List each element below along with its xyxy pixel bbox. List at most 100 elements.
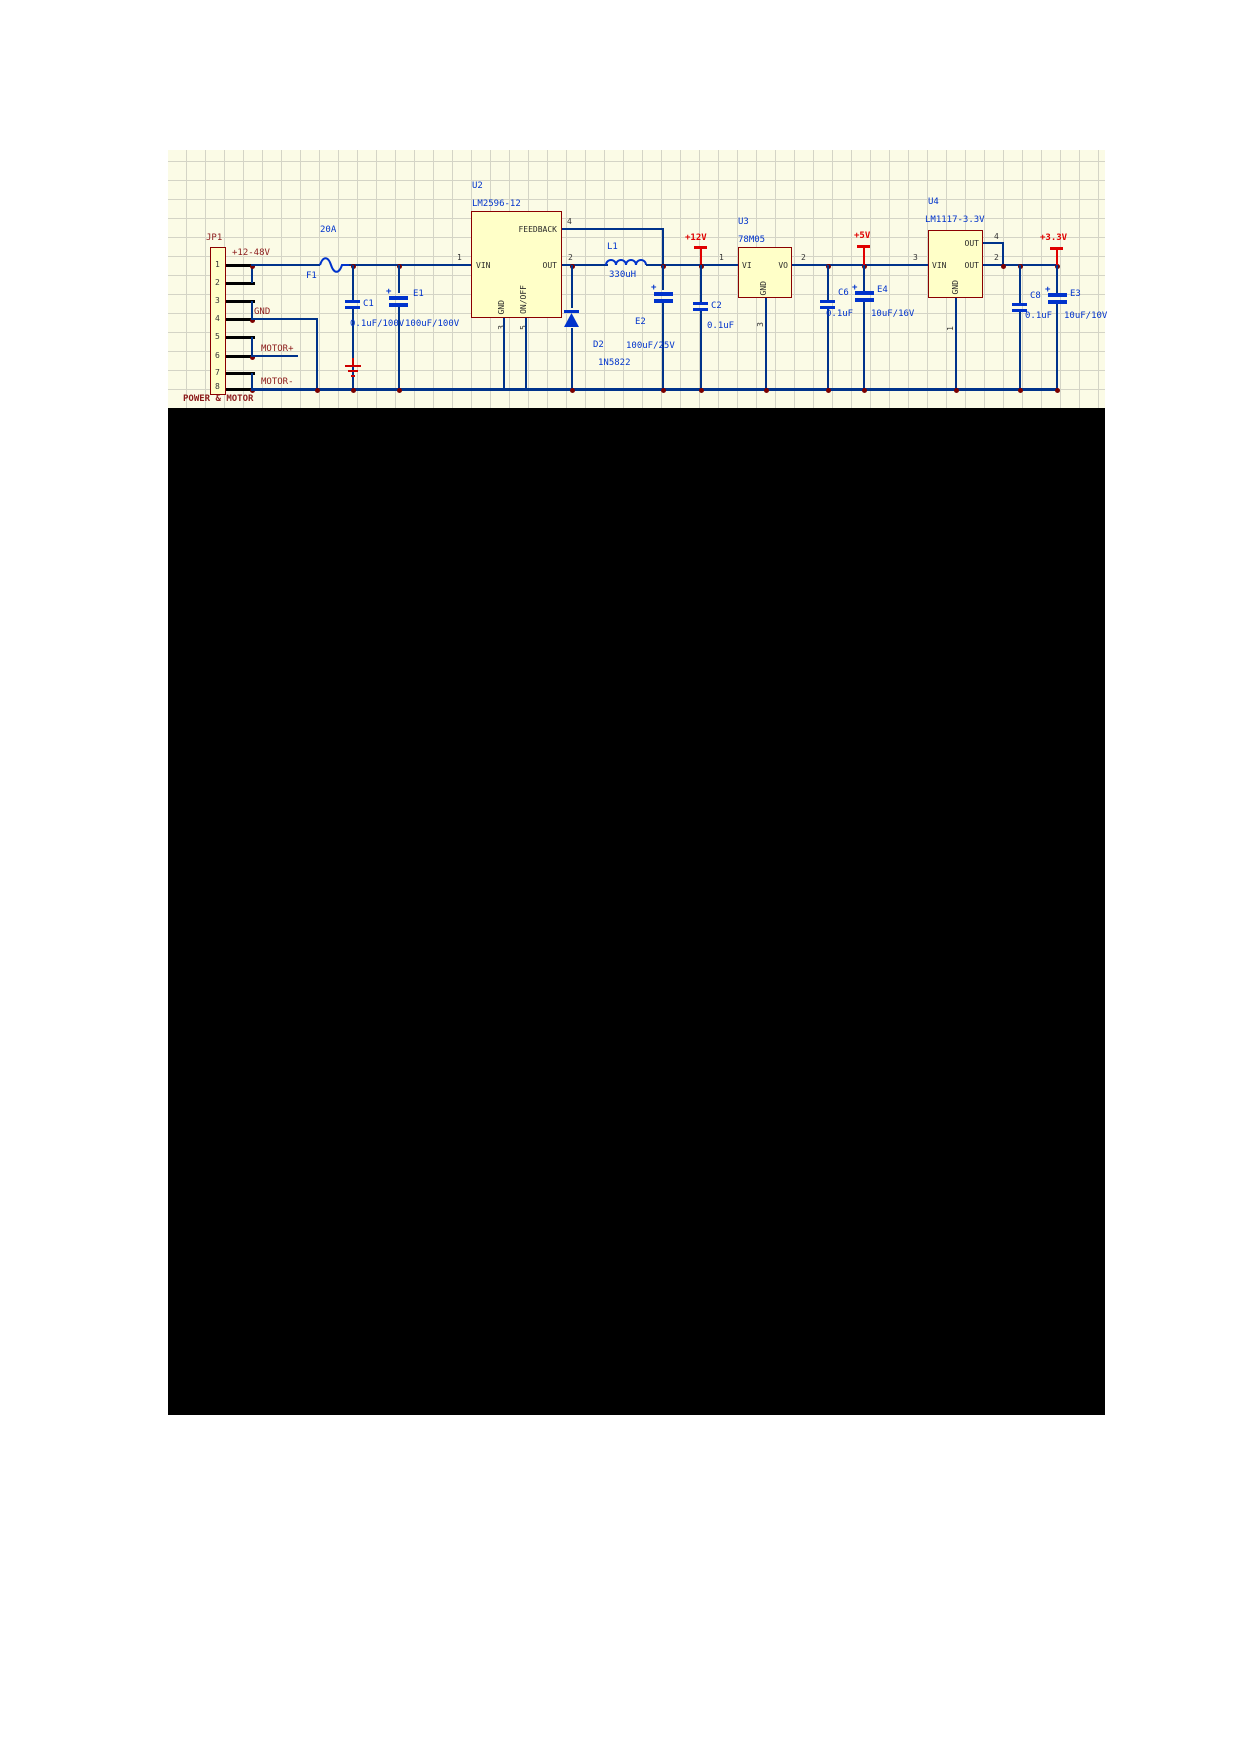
capacitor-value: 0.1uF bbox=[1025, 311, 1053, 321]
pin-number: 1 bbox=[457, 253, 462, 262]
black-image-region bbox=[168, 408, 1105, 1415]
pin-number: 4 bbox=[994, 232, 999, 241]
junction-dot bbox=[661, 388, 666, 393]
pin-stub bbox=[226, 300, 255, 303]
capacitor-value: 100uF/100V bbox=[405, 319, 460, 329]
junction-dot bbox=[1018, 388, 1023, 393]
power-stub bbox=[700, 248, 702, 265]
capacitor-value: 0.1uF bbox=[826, 309, 854, 319]
electrolytic-capacitor-icon bbox=[855, 298, 874, 302]
connector-designator: JP1 bbox=[206, 233, 223, 243]
pin-stub bbox=[226, 355, 255, 358]
capacitor-value: 10uF/16V bbox=[871, 309, 915, 319]
power-stub bbox=[1056, 249, 1058, 265]
capacitor-icon bbox=[693, 308, 708, 311]
junction-dot bbox=[954, 388, 959, 393]
diode-icon bbox=[564, 310, 579, 327]
junction-dot bbox=[1001, 264, 1006, 269]
ground-rail bbox=[251, 388, 1058, 391]
wire bbox=[251, 373, 253, 389]
junction-dot bbox=[397, 388, 402, 393]
capacitor-icon bbox=[345, 300, 360, 303]
pin-number: 1 bbox=[719, 253, 724, 262]
electrolytic-capacitor-icon bbox=[1048, 293, 1067, 297]
wire bbox=[562, 228, 664, 230]
wire bbox=[349, 264, 471, 266]
power-label-5v: +5V bbox=[854, 231, 871, 241]
power-bar-icon bbox=[1050, 247, 1063, 250]
power-stub bbox=[863, 247, 865, 265]
capacitor-value: 0.1uF/100V bbox=[350, 319, 405, 329]
net-label-motor-minus: MOTOR- bbox=[261, 377, 294, 387]
polarity-plus: + bbox=[1045, 285, 1051, 295]
capacitor-designator: E1 bbox=[413, 289, 424, 299]
wire bbox=[662, 265, 664, 290]
pin-label-gnd: GND bbox=[951, 279, 960, 294]
wire bbox=[562, 264, 608, 266]
capacitor-icon bbox=[820, 300, 835, 303]
wire bbox=[1056, 265, 1058, 293]
wire bbox=[827, 265, 829, 300]
connector-body: 1 2 3 4 5 6 7 8 bbox=[210, 247, 226, 395]
regulator-body: VIN FEEDBACK OUT GND ON/OFF bbox=[471, 211, 562, 318]
connector-pin-number: 6 bbox=[215, 351, 220, 360]
capacitor-icon bbox=[1012, 303, 1027, 306]
inductor-value: 330uH bbox=[609, 270, 637, 280]
electrolytic-capacitor-icon bbox=[654, 299, 673, 303]
wire bbox=[765, 298, 767, 389]
junction-dot bbox=[315, 388, 320, 393]
fuse-icon bbox=[319, 257, 349, 273]
wire bbox=[398, 265, 400, 293]
power-bar-icon bbox=[694, 246, 707, 249]
capacitor-designator: C2 bbox=[711, 301, 722, 311]
pin-number: 3 bbox=[913, 253, 918, 262]
junction-dot bbox=[250, 264, 255, 269]
wire bbox=[352, 265, 354, 300]
junction-dot bbox=[250, 318, 255, 323]
connector-pin-number: 5 bbox=[215, 332, 220, 341]
wire bbox=[251, 265, 253, 283]
power-bar-icon bbox=[857, 245, 870, 248]
wire bbox=[1056, 304, 1058, 389]
pin-number: 2 bbox=[994, 253, 999, 262]
pin-label-gnd: GND bbox=[497, 299, 506, 314]
pin-label-feedback: FEEDBACK bbox=[518, 225, 557, 234]
capacitor-designator: E4 bbox=[877, 285, 888, 295]
power-label-12v: +12V bbox=[685, 233, 707, 243]
schematic-sheet: JP1 1 2 3 4 5 6 7 8 +12-48V 20A F1 C1 0.… bbox=[168, 150, 1108, 408]
wire bbox=[571, 265, 573, 308]
regulator-designator: U4 bbox=[928, 197, 939, 207]
pin-label-out: OUT bbox=[964, 261, 979, 270]
capacitor-designator: E3 bbox=[1070, 289, 1081, 299]
wire bbox=[863, 302, 865, 389]
inductor-designator: L1 bbox=[607, 242, 618, 252]
capacitor-icon bbox=[820, 306, 835, 309]
pin-stub bbox=[226, 318, 255, 321]
pin-stub bbox=[226, 388, 255, 391]
wire bbox=[251, 301, 253, 319]
regulator-designator: U3 bbox=[738, 217, 749, 227]
sheet-title: POWER & MOTOR bbox=[183, 394, 254, 404]
fuse-rating: 20A bbox=[320, 225, 337, 235]
junction-dot bbox=[826, 388, 831, 393]
wire bbox=[955, 298, 957, 389]
capacitor-value: 10uF/10V bbox=[1064, 311, 1108, 321]
capacitor-designator: C8 bbox=[1030, 291, 1041, 301]
wire bbox=[700, 311, 702, 389]
connector-pin-number: 1 bbox=[215, 260, 220, 269]
connector-pin-number: 7 bbox=[215, 368, 220, 377]
pin-label-vin: VIN bbox=[476, 261, 491, 270]
wire bbox=[251, 337, 253, 356]
power-label-3v3: +3.3V bbox=[1040, 233, 1068, 243]
wire bbox=[571, 328, 573, 389]
wire bbox=[352, 309, 354, 389]
wire bbox=[251, 264, 320, 266]
net-label-gnd: GND bbox=[254, 307, 271, 317]
pin-number: 2 bbox=[801, 253, 806, 262]
pin-stub bbox=[226, 264, 255, 267]
regulator-part-number: LM1117-3.3V bbox=[925, 215, 985, 225]
wire bbox=[662, 303, 664, 389]
junction-dot bbox=[351, 388, 356, 393]
fuse-designator: F1 bbox=[306, 271, 317, 281]
connector-pin-number: 3 bbox=[215, 296, 220, 305]
